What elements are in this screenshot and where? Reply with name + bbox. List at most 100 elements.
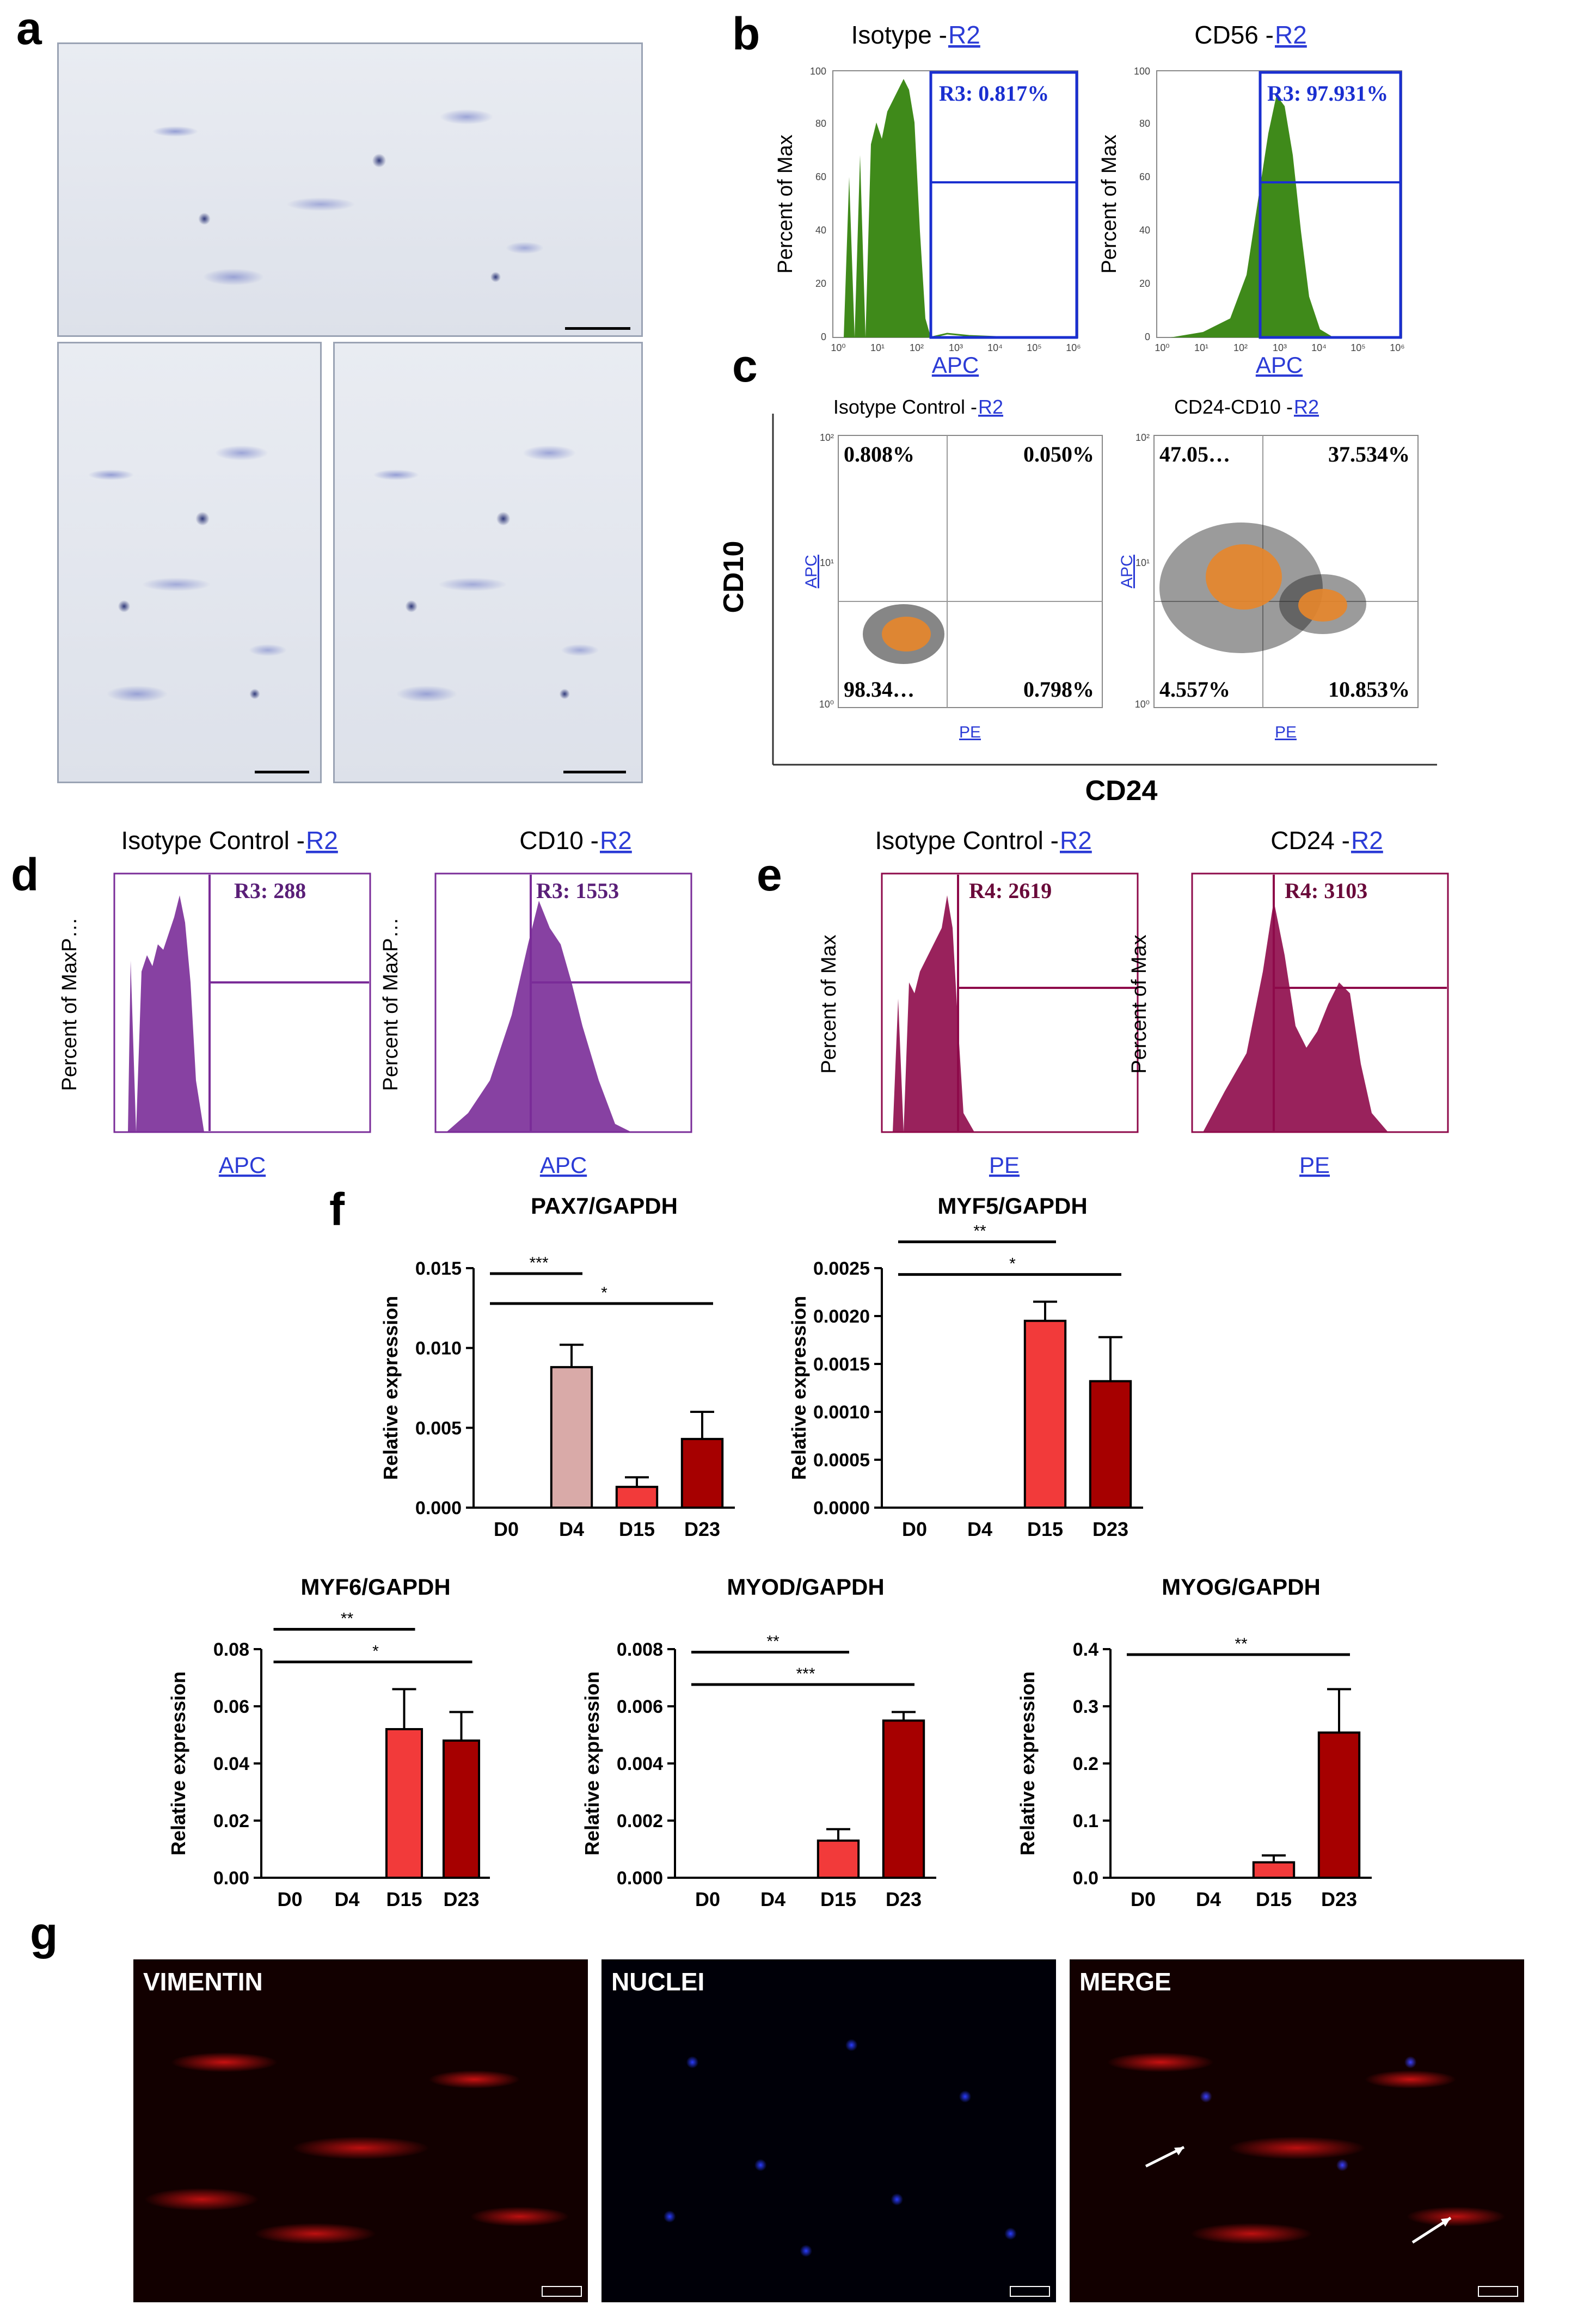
y-tick: 60 <box>815 171 826 182</box>
panel-label-f: f <box>329 1184 345 1235</box>
y-axis-label: Percent of MaxP… <box>58 918 81 1091</box>
gate-link[interactable]: R2 <box>1275 21 1307 49</box>
gate-link[interactable]: R2 <box>1060 826 1092 855</box>
bar-d15 <box>817 1839 860 1879</box>
x-tick-label: D4 <box>334 1888 359 1910</box>
y-axis-label: Percent of Max <box>1098 134 1121 274</box>
histogram-area <box>128 895 204 1132</box>
outer-x-label: CD24 <box>1085 775 1158 807</box>
y-tick-label: 0.04 <box>213 1754 249 1774</box>
gate-link[interactable]: R2 <box>306 826 338 855</box>
y-tick: 100 <box>810 66 826 77</box>
quadrant-ll: 4.557% <box>1159 677 1230 702</box>
x-tick: 10³ <box>1273 342 1287 353</box>
histogram-isotype: Isotype - R2 R3: 0.817% Percent of Max A… <box>774 21 1081 378</box>
x-tick-label: D23 <box>684 1518 720 1540</box>
arrow-head-icon <box>1174 2147 1184 2155</box>
histogram-area <box>1203 901 1388 1132</box>
gate-link[interactable]: R2 <box>948 21 980 49</box>
x-tick-label: D15 <box>386 1888 422 1910</box>
x-tick-label: D23 <box>886 1888 922 1910</box>
gate-value: R3: 97.931% <box>1267 81 1388 106</box>
quadrant-lr: 0.798% <box>1023 677 1094 702</box>
panel-label-c: c <box>732 340 758 391</box>
y-tick: 100 <box>1134 66 1150 77</box>
histogram-cd10: CD10 - R2 R3: 1553 Percent of MaxP… APC <box>379 826 692 1178</box>
outer-y-label: CD10 <box>719 541 750 613</box>
x-axis-label: PE <box>1299 1152 1330 1178</box>
y-tick: 0 <box>821 331 826 342</box>
bar-d15 <box>385 1728 423 1879</box>
y-tick-label: 0.00 <box>213 1868 249 1889</box>
bar-d23 <box>1317 1731 1361 1879</box>
y-axis-label: Percent of Max <box>818 935 840 1074</box>
y-axis-label: Relative expression <box>788 1296 810 1480</box>
bar-chart-myog: MYOG/GAPDH Relative expression 0.0 0.1 0.2 0.… <box>1016 1574 1372 1910</box>
plot-title: Isotype Control - <box>833 396 977 418</box>
x-tick: 10² <box>1233 342 1248 353</box>
panel-label-g: g <box>30 1908 58 1959</box>
significance-label: * <box>1009 1255 1016 1273</box>
histogram-area <box>1170 95 1334 337</box>
y-tick-label: 0.005 <box>415 1418 462 1439</box>
y-tick-label: 0.004 <box>617 1754 663 1774</box>
scale-bar <box>563 771 626 773</box>
plot-frame <box>1153 435 1419 708</box>
x-tick: 10⁶ <box>1066 342 1081 353</box>
x-tick-label: D0 <box>695 1888 720 1910</box>
y-tick-label: 0.0005 <box>813 1450 870 1471</box>
y-tick: 10⁰ <box>1135 699 1150 710</box>
y-tick-label: 0.0025 <box>813 1258 870 1279</box>
gate-link[interactable]: R2 <box>978 396 1003 418</box>
x-tick: 10⁶ <box>1390 342 1404 353</box>
quadrant-ul: 0.808% <box>844 442 914 466</box>
chart-title: MYOG/GAPDH <box>1162 1574 1321 1600</box>
gate-value: R4: 3103 <box>1285 878 1367 903</box>
scale-bar <box>542 2286 582 2297</box>
panel-label-d: d <box>11 849 39 900</box>
bar-chart-myf6: MYF6/GAPDH Relative expression 0.00 0.02 0.0… <box>167 1574 490 1910</box>
y-tick-label: 0.006 <box>617 1697 663 1717</box>
histogram-isotype-control: Isotype Control - R2 R3: 288 Percent of … <box>58 826 371 1178</box>
y-tick-label: 0.0000 <box>813 1498 870 1519</box>
inner-y-label: APC <box>802 555 820 588</box>
cell-population-core <box>1298 589 1347 622</box>
gate-link[interactable]: R2 <box>1294 396 1319 418</box>
x-tick-label: D0 <box>902 1518 927 1540</box>
significance-label: ** <box>973 1222 986 1240</box>
plot-title: Isotype - <box>851 21 947 49</box>
bar-chart-pax7: PAX7/GAPDH Relative expression 0.000 0.005 0… <box>379 1193 735 1540</box>
x-axis-label: APC <box>1256 352 1303 378</box>
scale-bar <box>1478 2286 1518 2297</box>
y-tick: 10¹ <box>1135 557 1150 568</box>
x-tick-label: D0 <box>494 1518 519 1540</box>
significance-label: ** <box>1235 1635 1248 1653</box>
x-tick: 10⁰ <box>1155 342 1169 353</box>
y-axis-label: Relative expression <box>1016 1671 1039 1855</box>
cell-population-core <box>882 617 931 651</box>
y-axis-label: Percent of Max <box>774 134 797 274</box>
panel-b-histograms: Isotype - R2 R3: 0.817% Percent of Max A… <box>774 21 1405 378</box>
panel-c-dotplots: CD10 CD24 Isotype Control - R2 0.808% 0.… <box>719 396 1437 807</box>
y-tick-label: 0.4 <box>1073 1639 1098 1660</box>
y-tick-label: 0.02 <box>213 1811 249 1831</box>
y-axis-label: Relative expression <box>379 1296 402 1480</box>
fluorescence-nuclei: NUCLEI <box>601 1959 1056 2302</box>
significance-label: *** <box>796 1665 815 1683</box>
y-tick-label: 0.1 <box>1073 1811 1098 1831</box>
x-tick-label: D15 <box>820 1888 856 1910</box>
y-tick: 0 <box>1145 331 1150 342</box>
scale-bar <box>1010 2286 1050 2297</box>
y-tick: 20 <box>815 278 826 289</box>
image-label: VIMENTIN <box>143 1968 263 1996</box>
bar-d15 <box>615 1485 659 1509</box>
fluorescence-vimentin: VIMENTIN <box>133 1959 588 2302</box>
gate-link[interactable]: R2 <box>1351 826 1383 855</box>
arrows-overlay <box>1145 2146 1452 2244</box>
bar-d4 <box>550 1366 593 1509</box>
x-tick-label: D23 <box>443 1888 479 1910</box>
gate-link[interactable]: R2 <box>600 826 632 855</box>
y-tick-label: 0.000 <box>617 1868 663 1889</box>
inner-x-label: PE <box>959 723 981 741</box>
plot-title: CD56 - <box>1194 21 1274 49</box>
